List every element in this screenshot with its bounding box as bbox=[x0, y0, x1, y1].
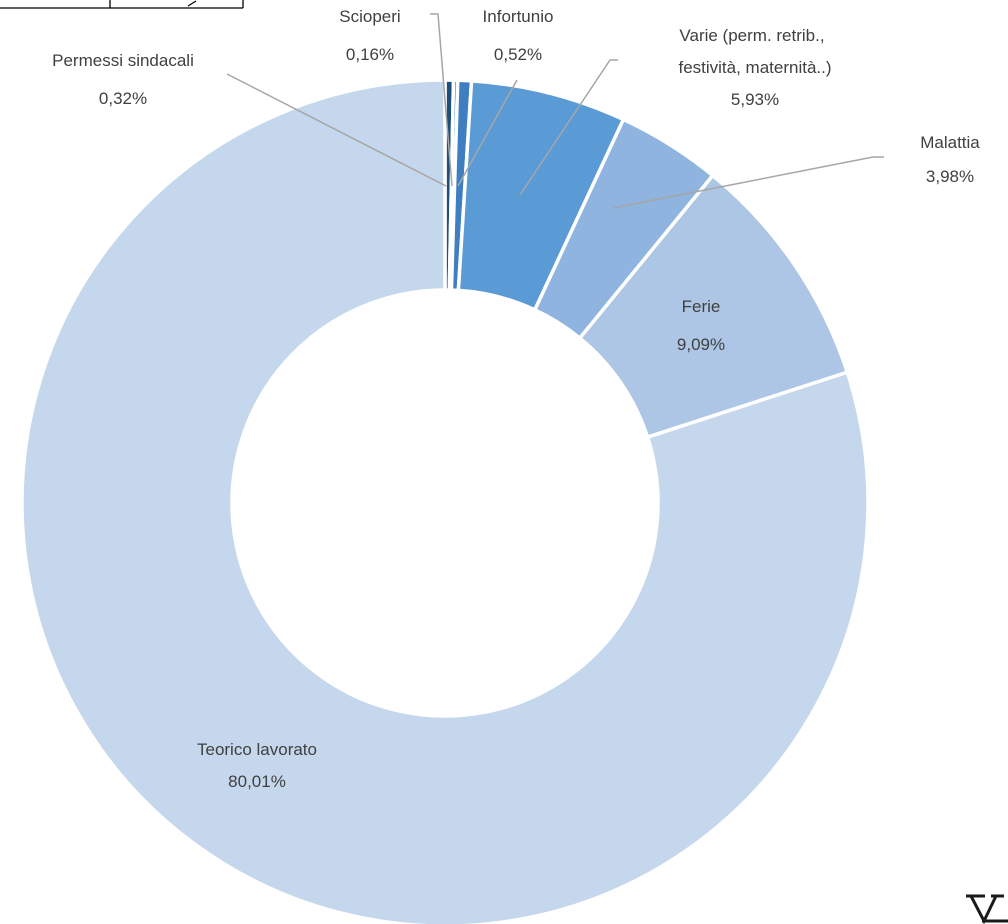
category-label-varie: Varie (perm. retrib., bbox=[679, 26, 824, 45]
category-label-scioperi: Scioperi bbox=[339, 7, 400, 26]
leader-lines bbox=[226, 13, 884, 209]
table-fragment bbox=[0, 0, 244, 9]
leader-line-infortunio bbox=[457, 79, 518, 187]
leader-line-scioperi bbox=[430, 13, 453, 187]
category-label-ferie: Ferie bbox=[682, 297, 721, 316]
slice-teorico bbox=[20, 78, 870, 924]
cut-off-glyph bbox=[966, 894, 1008, 924]
leader-line-permessi bbox=[226, 73, 447, 187]
value-label-scioperi: 0,16% bbox=[346, 45, 394, 64]
value-label-ferie: 9,09% bbox=[677, 335, 725, 354]
slice-labels: Permessi sindacali 0,32% Scioperi 0,16% Info… bbox=[52, 7, 980, 791]
category-label-malattia: Malattia bbox=[920, 133, 980, 152]
leader-line-varie bbox=[519, 59, 618, 196]
value-label-infortunio: 0,52% bbox=[494, 45, 542, 64]
value-label-malattia: 3,98% bbox=[926, 167, 974, 186]
category-label-infortunio: Infortunio bbox=[483, 7, 554, 26]
value-label-teorico: 80,01% bbox=[228, 772, 286, 791]
category-label-permessi: Permessi sindacali bbox=[52, 51, 194, 70]
leader-line-malattia bbox=[612, 156, 884, 209]
value-label-varie: 5,93% bbox=[731, 90, 779, 109]
donut-slices bbox=[20, 78, 870, 924]
category-label-varie: festività, maternità..) bbox=[678, 58, 831, 77]
category-label-teorico: Teorico lavorato bbox=[197, 740, 317, 759]
value-label-permessi: 0,32% bbox=[99, 89, 147, 108]
